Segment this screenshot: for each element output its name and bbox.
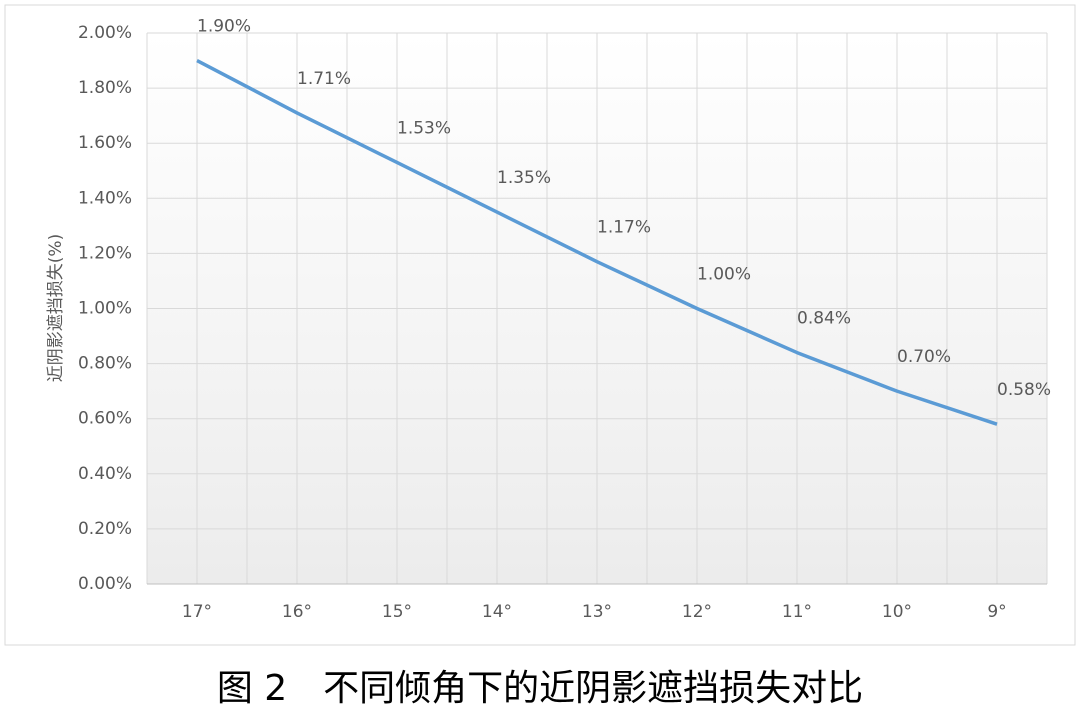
y-tick-label: 2.00%: [78, 23, 132, 43]
x-tick-label: 10°: [882, 602, 912, 622]
y-tick-label: 0.60%: [78, 409, 132, 429]
data-label: 1.71%: [297, 69, 351, 89]
y-tick-label: 0.00%: [78, 574, 132, 594]
x-tick-label: 9°: [987, 602, 1006, 622]
y-tick-label: 1.00%: [78, 299, 132, 319]
y-tick-label: 1.80%: [78, 78, 132, 98]
data-line: [196, 58, 998, 426]
data-label: 0.58%: [997, 380, 1051, 400]
y-tick-label: 1.20%: [78, 243, 132, 263]
data-label: 1.90%: [197, 17, 251, 37]
x-tick-label: 17°: [182, 602, 212, 622]
x-tick-label: 13°: [582, 602, 612, 622]
y-axis-label: 近阴影遮挡损失(%): [46, 234, 66, 382]
y-tick-label: 1.60%: [78, 133, 132, 153]
data-label: 1.00%: [697, 265, 751, 285]
x-tick-label: 14°: [482, 602, 512, 622]
x-tick-label: 11°: [782, 602, 812, 622]
y-tick-label: 1.40%: [78, 188, 132, 208]
data-label: 1.17%: [597, 218, 651, 238]
x-tick-label: 15°: [382, 602, 412, 622]
data-label: 1.35%: [497, 168, 551, 188]
x-tick-label: 12°: [682, 602, 712, 622]
y-tick-label: 0.20%: [78, 519, 132, 539]
caption: 图 2 不同倾角下的近阴影遮挡损失对比: [217, 668, 863, 709]
data-label: 0.70%: [897, 347, 951, 367]
y-tick-label: 0.40%: [78, 464, 132, 484]
data-label: 0.84%: [797, 309, 851, 329]
y-tick-label: 0.80%: [78, 354, 132, 374]
x-tick-label: 16°: [282, 602, 312, 622]
data-label: 1.53%: [397, 118, 451, 138]
